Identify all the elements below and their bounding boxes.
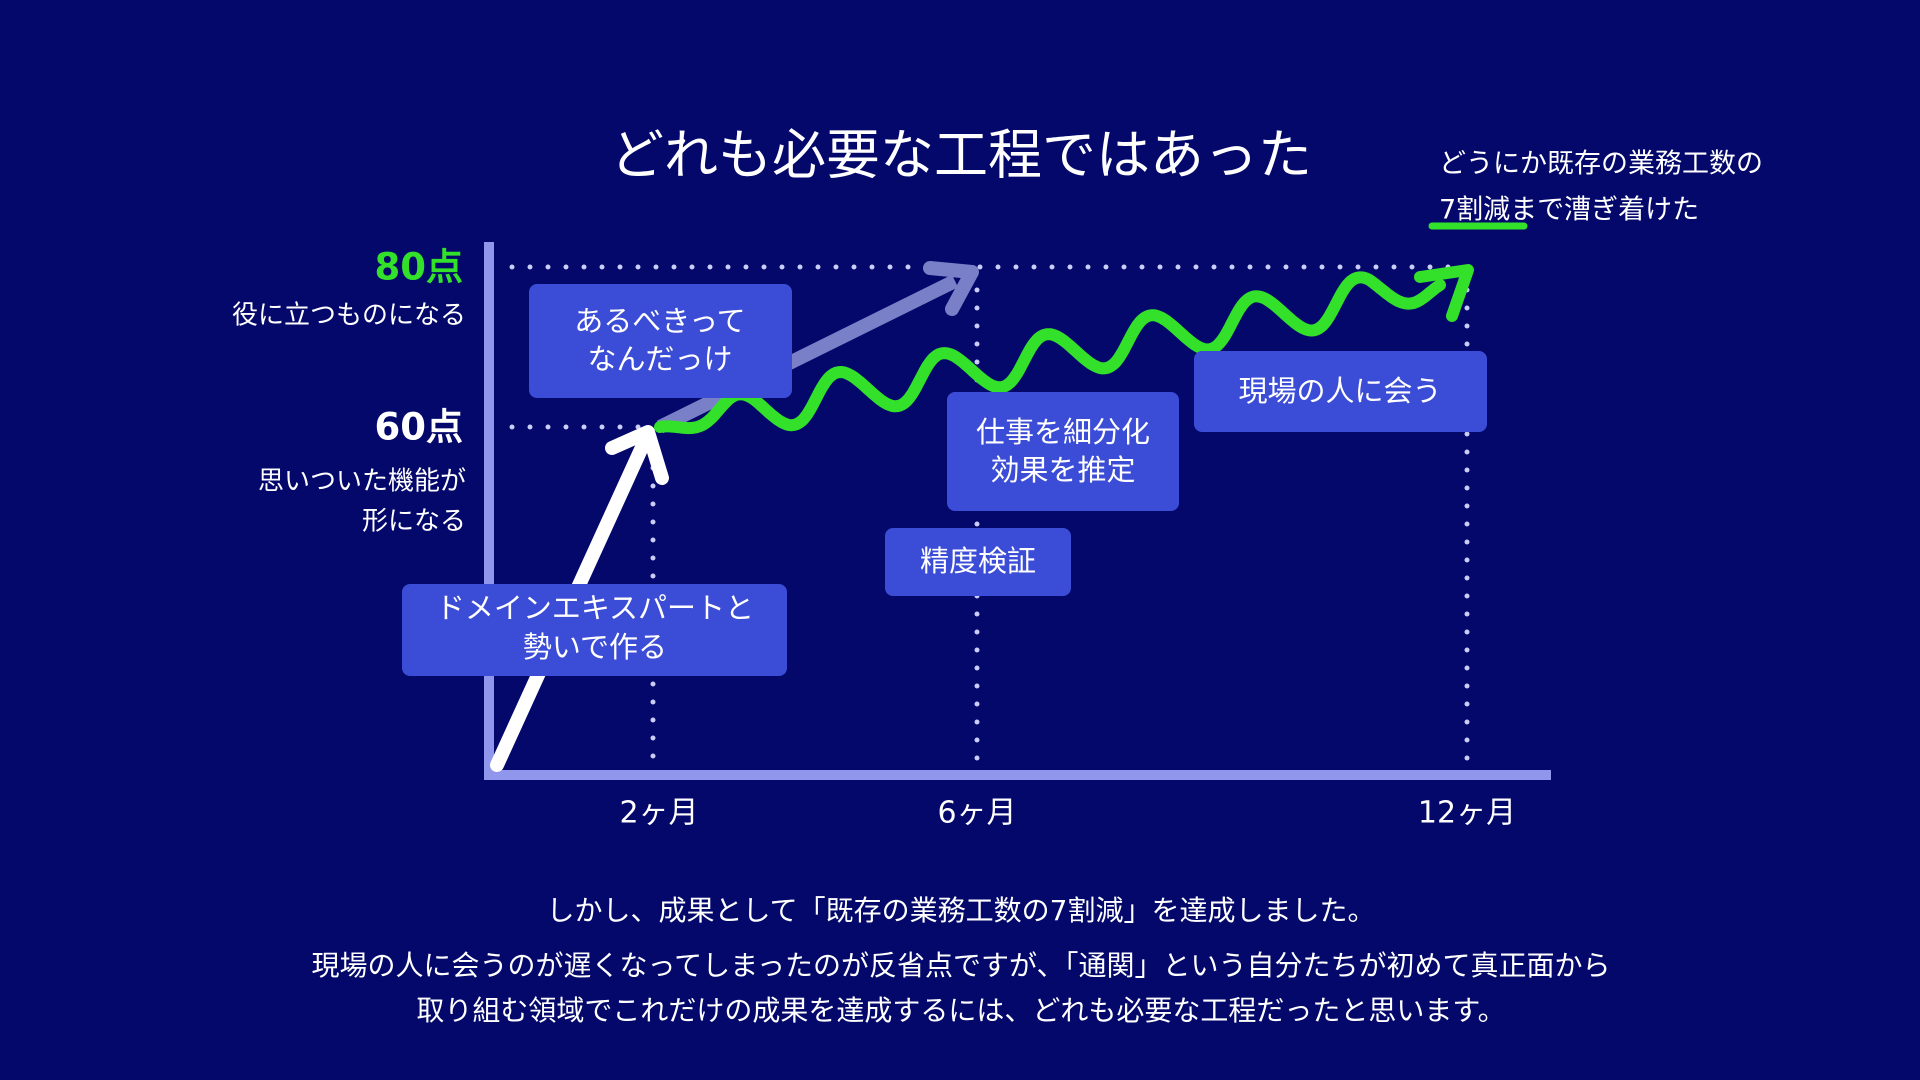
note-line: どうにか既存の業務工数の [1439, 149, 1763, 180]
box-text: 勢いで作る [523, 630, 667, 664]
score-desc: 役に立つものになる [232, 301, 466, 331]
progress-arrow-head [1414, 264, 1474, 322]
box-text: ドメインエキスパートと [436, 591, 754, 625]
box-text: 現場の人に会う [1238, 374, 1441, 408]
box-text: 精度検証 [920, 544, 1036, 578]
score-label: 60点 [375, 406, 464, 449]
progress-wave [654, 271, 1446, 435]
score-desc: 形になる [362, 507, 466, 537]
ideal-arrow [656, 274, 959, 434]
box-bg [885, 528, 1071, 596]
box-bg [529, 284, 792, 398]
box-bg [947, 392, 1179, 511]
box-text: 仕事を細分化 [976, 415, 1150, 449]
x-label: 6ヶ月 [937, 796, 1016, 831]
x-label: 12ヶ月 [1418, 796, 1516, 831]
footer-line: 現場の人に会うのが遅くなってしまったのが反省点ですが、「通関」という自分たちが初… [312, 949, 1611, 982]
box-bg [402, 584, 787, 676]
score-label: 80点 [375, 246, 464, 289]
title: どれも必要な工程ではあった [610, 124, 1312, 187]
box: 仕事を細分化 効果を推定 [947, 392, 1179, 511]
x-label: 2ヶ月 [619, 796, 698, 831]
ideal-arrow-head [923, 261, 979, 316]
box: 精度検証 [885, 528, 1071, 596]
box-text: あるべきって [574, 304, 745, 338]
initial-arrow-head [605, 425, 669, 485]
box-text: 効果を推定 [990, 453, 1135, 487]
note-line: 7割減まで漕ぎ着けた [1439, 195, 1699, 226]
box-text: なんだっけ [587, 342, 732, 376]
footer-line: しかし、成果として「既存の業務工数の7割減」を達成しました。 [547, 894, 1376, 927]
box: ドメインエキスパートと 勢いで作る [402, 584, 787, 676]
footer-line: 取り組む領域でこれだけの成果を達成するには、どれも必要な工程だったと思います。 [416, 994, 1505, 1027]
score-desc: 思いついた機能が [258, 467, 466, 497]
box: あるべきって なんだっけ [529, 284, 792, 398]
box-bg [1194, 351, 1487, 432]
box: 現場の人に会う [1194, 351, 1487, 432]
